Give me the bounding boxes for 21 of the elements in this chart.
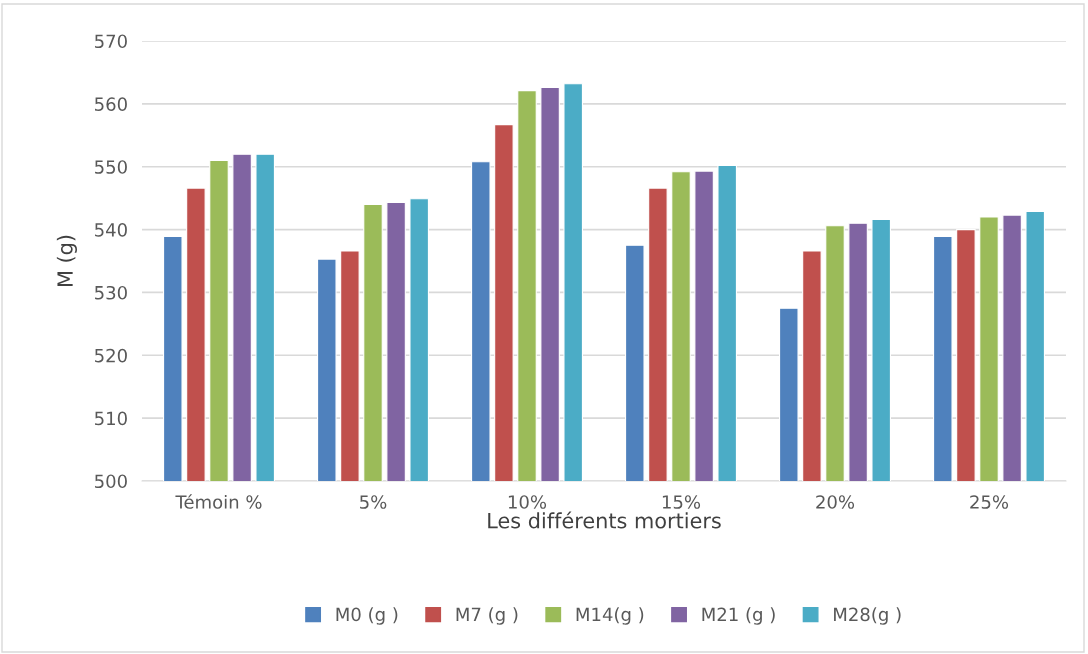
x-tick-label: 20% bbox=[816, 495, 855, 509]
y-tick-label: 560 bbox=[95, 97, 127, 111]
y-tick-label: 530 bbox=[95, 285, 127, 300]
y-axis-title: M (g) bbox=[56, 235, 77, 286]
x-tick-label: 5% bbox=[360, 495, 387, 509]
y-tick-label: 540 bbox=[95, 223, 127, 237]
y-tick-label: 570 bbox=[95, 34, 127, 49]
legend-label: M7 (g ) bbox=[456, 607, 518, 625]
legend-label: M21 (g ) bbox=[702, 607, 775, 625]
legend-label: M28(g ) bbox=[834, 607, 901, 625]
x-tick-label: 15% bbox=[662, 495, 701, 509]
y-tick-label: 510 bbox=[95, 411, 127, 426]
x-axis-title: Les différents mortiers bbox=[488, 511, 721, 529]
y-tick-label: 520 bbox=[95, 348, 127, 363]
legend-label: M0 (g ) bbox=[336, 607, 398, 625]
x-tick-label: Témoin % bbox=[175, 494, 262, 509]
legend-label: M14(g ) bbox=[576, 607, 644, 625]
x-tick-label: 25% bbox=[970, 495, 1009, 509]
y-tick-label: 500 bbox=[95, 474, 127, 489]
x-tick-label: 10% bbox=[508, 495, 547, 509]
y-tick-label: 550 bbox=[95, 160, 127, 174]
